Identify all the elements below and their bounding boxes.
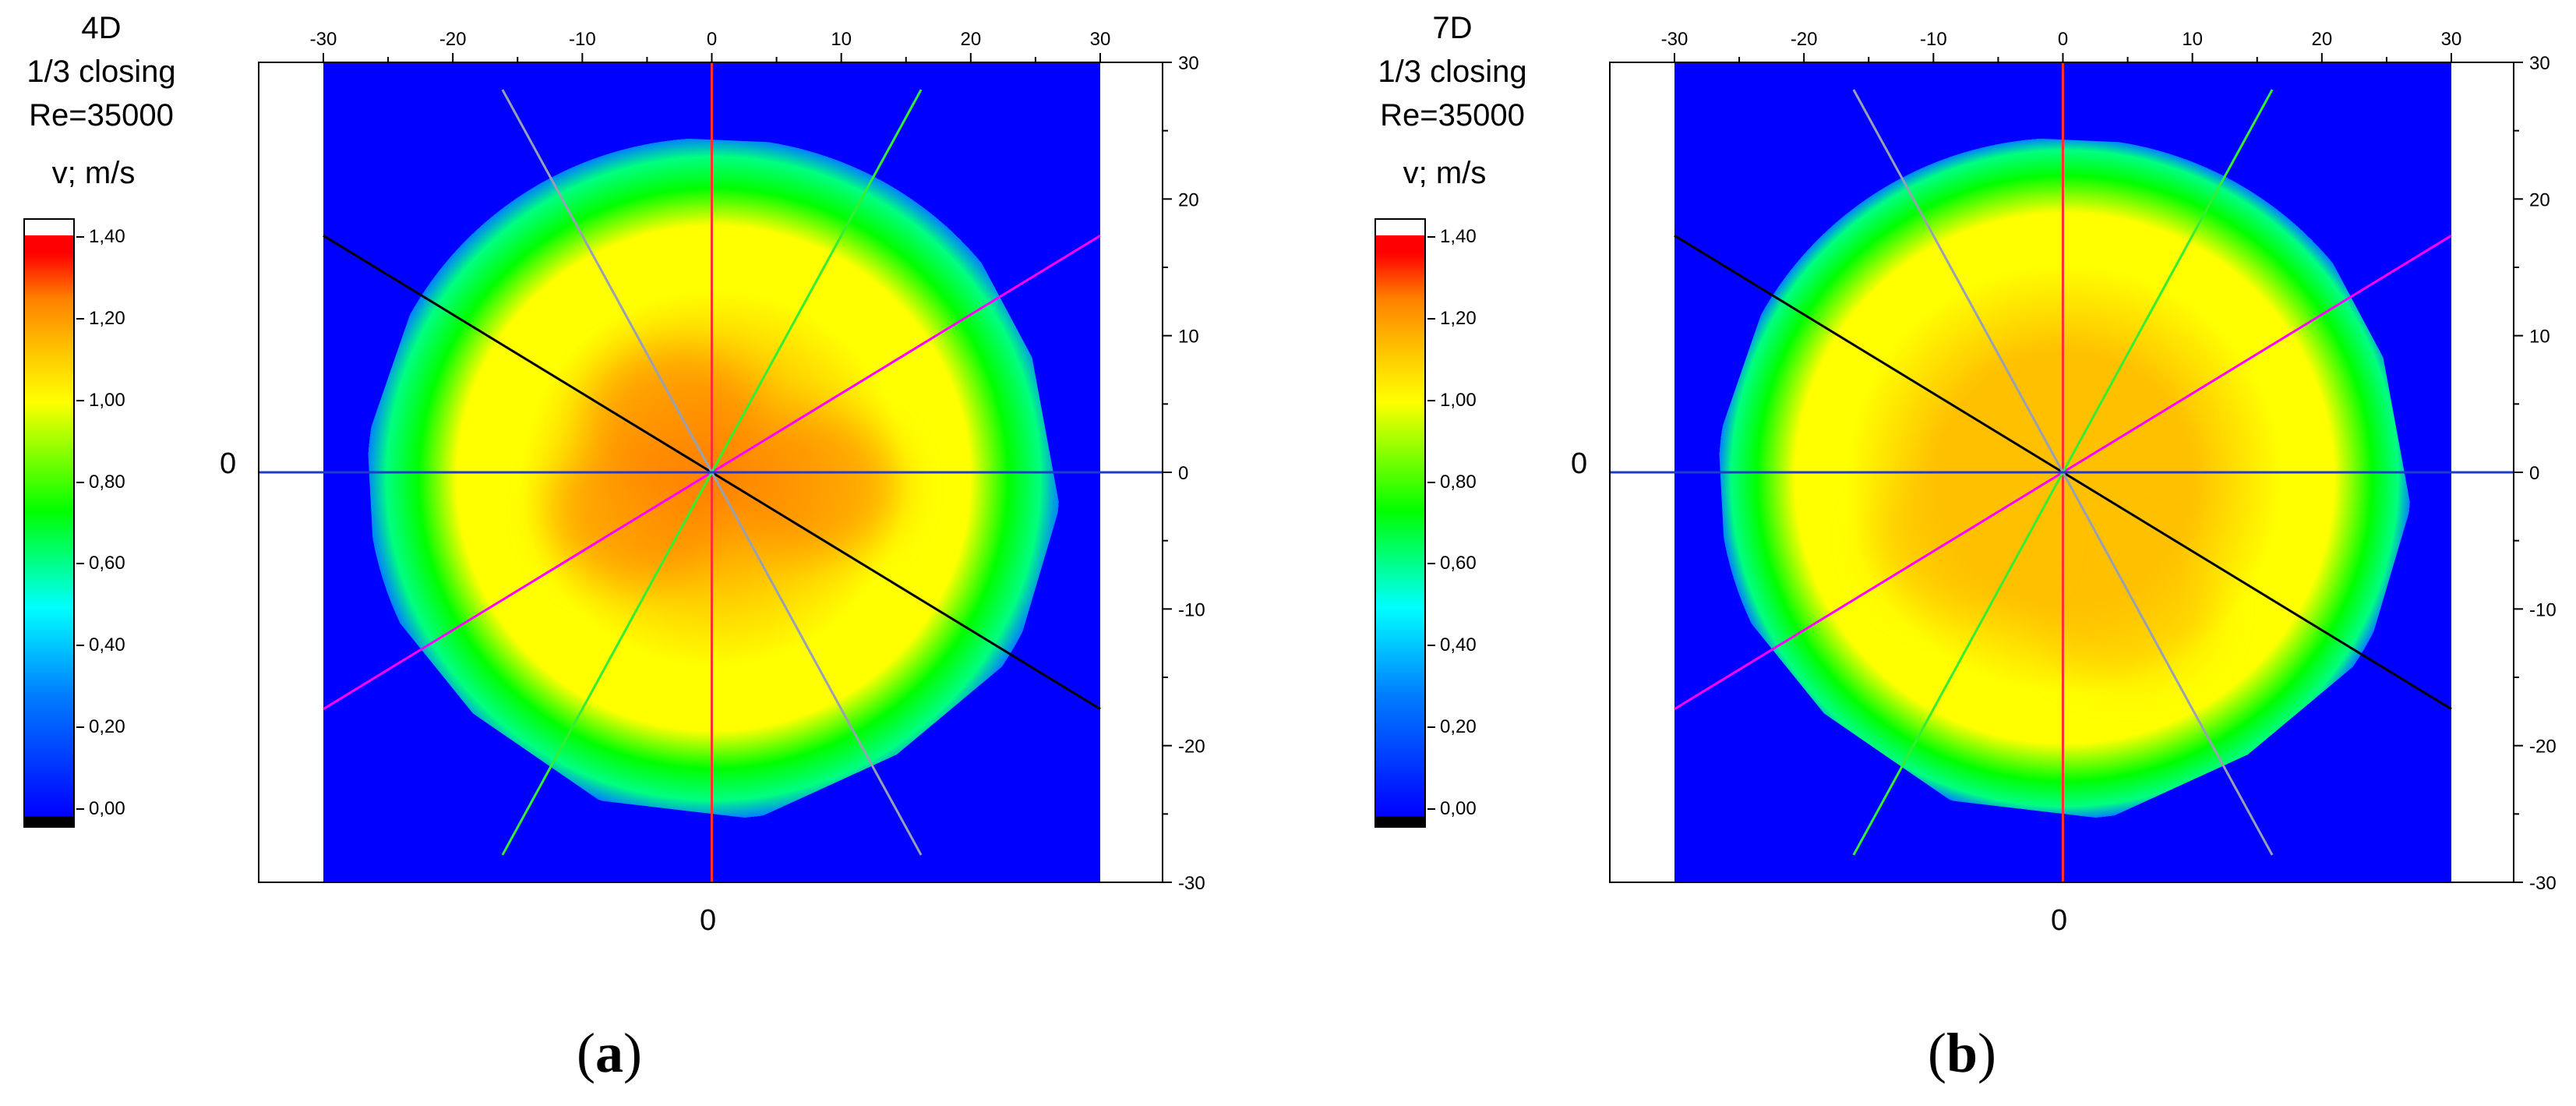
station-label: 7D bbox=[1432, 11, 1473, 45]
velocity-hotspot bbox=[548, 443, 720, 584]
y-tick-label: -30 bbox=[1178, 873, 1205, 894]
bottom-zero-label: 0 bbox=[2051, 904, 2068, 937]
subfigure-letter: a bbox=[595, 1022, 623, 1084]
colorbar-tick bbox=[76, 399, 84, 401]
y-tick-label: 30 bbox=[1178, 53, 1199, 74]
info-block: 4D 1/3 closing Re=35000 bbox=[8, 6, 195, 137]
panel-b: 7D 1/3 closing Re=35000 v; m/s 1,40 1,20 1… bbox=[1351, 0, 2576, 1106]
subfigure-paren-close: ) bbox=[1978, 1022, 1997, 1084]
subfigure-label: (a) bbox=[577, 1021, 642, 1086]
x-tick-label: 10 bbox=[2182, 29, 2203, 50]
colorbar-tick-label: 0,40 bbox=[1440, 634, 1477, 656]
colorbar-tick-label: 0,40 bbox=[89, 634, 125, 656]
bottom-zero-label: 0 bbox=[700, 904, 717, 937]
left-zero-label: 0 bbox=[220, 447, 237, 480]
colorbar-tick bbox=[76, 317, 84, 320]
colorbar-tick bbox=[76, 645, 84, 647]
colorbar-ticks: 1,40 1,20 1,00 0,80 0,60 0,40 0,20 0,00 bbox=[0, 0, 234, 1106]
panel-a: 4D 1/3 closing Re=35000 v; m/s 1,40 1,20 1… bbox=[0, 0, 1286, 1106]
colorbar-tick bbox=[76, 236, 84, 238]
x-tick-label: -30 bbox=[310, 29, 337, 50]
colorbar-tick bbox=[76, 563, 84, 565]
colorbar-tick bbox=[1427, 726, 1435, 729]
colorbar bbox=[1374, 218, 1426, 828]
colorbar-tick bbox=[1427, 236, 1435, 238]
colorbar-ticks: 1,40 1,20 1,00 0,80 0,60 0,40 0,20 0,00 bbox=[1351, 0, 1585, 1106]
colorbar-tick-label: 1,20 bbox=[1440, 307, 1477, 329]
station-label: 4D bbox=[81, 11, 122, 45]
subfigure-paren-open: ( bbox=[577, 1022, 595, 1084]
y-tick-label: -30 bbox=[2529, 873, 2557, 894]
colorbar-tick-label: 1,20 bbox=[89, 307, 125, 329]
y-tick-label: 0 bbox=[1178, 463, 1188, 484]
y-tick-label: -20 bbox=[1178, 737, 1205, 758]
colorbar-tick-label: 0,00 bbox=[1440, 798, 1477, 819]
y-tick-label: 10 bbox=[1178, 327, 1199, 348]
x-tick-label: 10 bbox=[831, 29, 852, 50]
x-tick-label: -10 bbox=[1920, 29, 1947, 50]
colorbar-tick bbox=[1427, 399, 1435, 401]
colorbar-tick-label: 0,60 bbox=[89, 553, 125, 574]
x-tick-label: -10 bbox=[569, 29, 596, 50]
velocity-hotspot bbox=[2041, 539, 2214, 680]
colorbar-title: v; m/s bbox=[51, 156, 136, 190]
x-tick-label: -20 bbox=[1791, 29, 1818, 50]
x-tick-label: 30 bbox=[1090, 29, 1111, 50]
colorbar-tick-label: 1,00 bbox=[89, 389, 125, 411]
x-tick-label: 20 bbox=[960, 29, 981, 50]
y-tick-label: 20 bbox=[1178, 189, 1199, 210]
velocity-field bbox=[1718, 137, 2411, 819]
colorbar-tick bbox=[1427, 645, 1435, 647]
colorbar-tick-label: 1,40 bbox=[89, 226, 125, 247]
y-tick-label: 30 bbox=[2529, 53, 2550, 74]
colorbar-tick-label: 1,40 bbox=[1440, 226, 1477, 247]
reynolds-label: Re=35000 bbox=[29, 98, 174, 133]
colorbar-tick bbox=[76, 808, 84, 810]
x-tick-label: 0 bbox=[2058, 29, 2068, 50]
subfigure-paren-close: ) bbox=[623, 1022, 642, 1084]
heatmap-plot: -30 -20 -10 0 10 20 30 30 20 10 0 -10 -20 -30 bbox=[1609, 29, 2557, 894]
colorbar-tick-label: 1,00 bbox=[1440, 389, 1477, 411]
velocity-hotspot bbox=[729, 415, 902, 557]
colorbar-tick-label: 0,20 bbox=[1440, 716, 1477, 738]
y-tick-label: -20 bbox=[2529, 737, 2557, 758]
left-zero-label: 0 bbox=[1571, 447, 1588, 480]
condition-label: 1/3 closing bbox=[1378, 55, 1527, 89]
info-block: 7D 1/3 closing Re=35000 bbox=[1359, 6, 1546, 137]
reynolds-label: Re=35000 bbox=[1380, 98, 1525, 133]
y-tick-label: 20 bbox=[2529, 189, 2550, 210]
colorbar-tick-label: 0,80 bbox=[89, 471, 125, 493]
y-tick-label: 0 bbox=[2529, 463, 2539, 484]
subfigure-paren-open: ( bbox=[1928, 1022, 1946, 1084]
y-tick-label: 10 bbox=[2529, 327, 2550, 348]
subfigure-letter: b bbox=[1946, 1022, 1978, 1084]
x-tick-label: 20 bbox=[2311, 29, 2332, 50]
x-tick-label: 0 bbox=[707, 29, 717, 50]
x-tick-label: -30 bbox=[1661, 29, 1689, 50]
colorbar-tick-label: 0,00 bbox=[89, 798, 125, 819]
colorbar-title: v; m/s bbox=[1403, 156, 1487, 190]
x-tick-label: 30 bbox=[2441, 29, 2462, 50]
colorbar-tick-label: 0,60 bbox=[1440, 553, 1477, 574]
y-tick-label: -10 bbox=[1178, 599, 1205, 620]
velocity-hotspot bbox=[1873, 470, 2045, 611]
y-tick-label: -10 bbox=[2529, 599, 2557, 620]
colorbar bbox=[23, 218, 75, 828]
colorbar-tick-label: 0,20 bbox=[89, 716, 125, 738]
x-tick-label: -20 bbox=[439, 29, 467, 50]
colorbar-tick bbox=[76, 481, 84, 483]
condition-label: 1/3 closing bbox=[26, 55, 176, 89]
colorbar-tick-label: 0,80 bbox=[1440, 471, 1477, 493]
colorbar-tick bbox=[76, 726, 84, 729]
subfigure-label: (b) bbox=[1928, 1021, 1996, 1086]
heatmap-plot: -30 -20 -10 0 10 20 30 30 20 10 0 -10 -20 -30 bbox=[258, 29, 1205, 894]
colorbar-tick bbox=[1427, 317, 1435, 320]
colorbar-tick bbox=[1427, 481, 1435, 483]
colorbar-tick bbox=[1427, 563, 1435, 565]
colorbar-tick bbox=[1427, 808, 1435, 810]
